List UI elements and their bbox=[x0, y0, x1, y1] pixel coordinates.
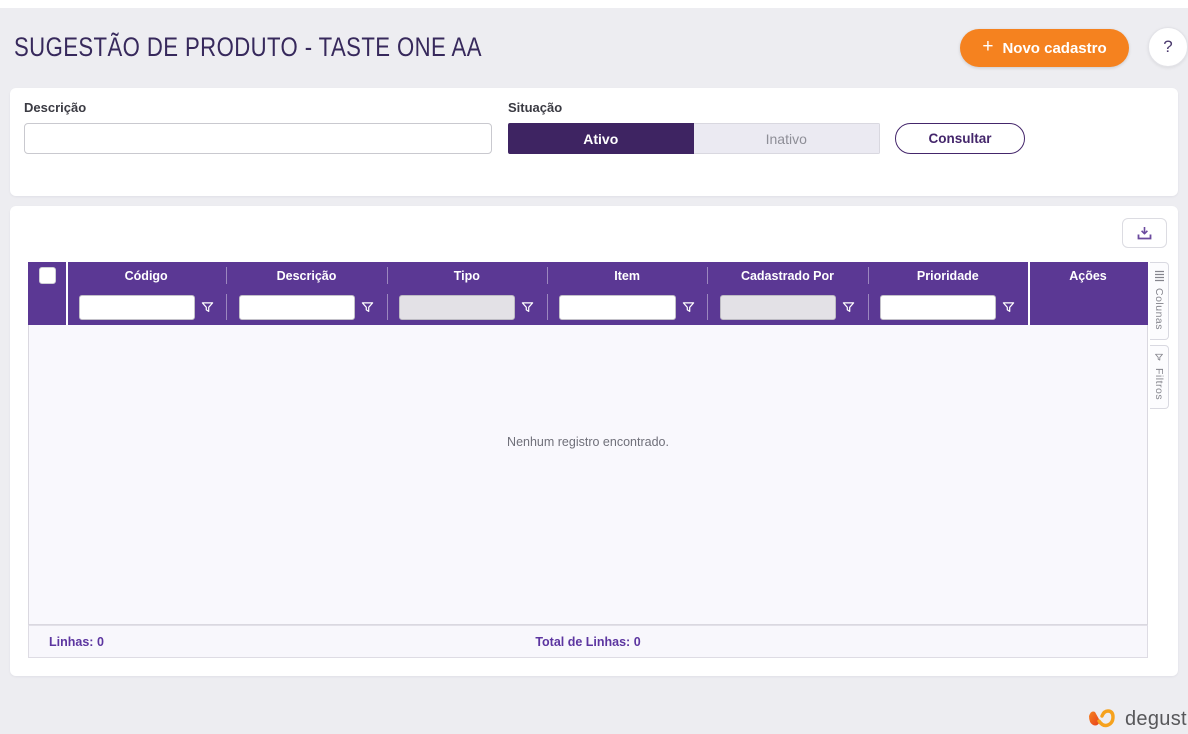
brand-name: degust bbox=[1125, 708, 1187, 730]
filter-input-cadastrado-por bbox=[719, 294, 837, 320]
filter-funnel-icon[interactable] bbox=[682, 301, 695, 314]
filter-cell-descricao bbox=[226, 289, 386, 325]
grid-filter-row bbox=[28, 289, 1148, 325]
tab-filtros[interactable]: Filtros bbox=[1150, 345, 1169, 409]
tab-filtros-label: Filtros bbox=[1153, 367, 1165, 400]
columns-icon bbox=[1154, 270, 1164, 282]
lines-count: Linhas: 0 bbox=[49, 634, 104, 649]
column-header-cadastrado-por[interactable]: Cadastrado Por bbox=[707, 262, 867, 289]
filter-cell-cadastrado-por bbox=[707, 289, 867, 325]
filter-funnel-icon[interactable] bbox=[842, 301, 855, 314]
export-button[interactable] bbox=[1122, 218, 1167, 248]
filter-cell-tipo bbox=[386, 289, 547, 325]
filter-icon bbox=[1155, 353, 1163, 361]
question-mark-icon: ? bbox=[1163, 37, 1173, 56]
grid-header-row: Código Descrição Tipo Item Cadastrado Po… bbox=[28, 262, 1148, 289]
filter-input-tipo bbox=[399, 294, 516, 320]
description-label: Descrição bbox=[24, 100, 87, 115]
grid-body: Nenhum registro encontrado. bbox=[28, 325, 1148, 625]
filter-input-descricao[interactable] bbox=[238, 294, 356, 320]
tab-colunas[interactable]: Colunas bbox=[1150, 262, 1169, 340]
filter-panel: Descrição Situação Ativo Inativo Consult… bbox=[10, 88, 1178, 196]
results-panel: Código Descrição Tipo Item Cadastrado Po… bbox=[10, 206, 1178, 676]
total-lines-count: Total de Linhas: 0 bbox=[535, 634, 641, 649]
filter-input-prioridade[interactable] bbox=[880, 294, 997, 320]
column-header-descricao[interactable]: Descrição bbox=[226, 262, 386, 289]
situacao-label: Situação bbox=[508, 100, 563, 115]
filter-funnel-icon[interactable] bbox=[521, 301, 534, 314]
select-all-checkbox[interactable] bbox=[38, 267, 56, 284]
filter-input-codigo[interactable] bbox=[78, 294, 195, 320]
filter-cell-codigo bbox=[66, 289, 226, 325]
consult-button[interactable]: Consultar bbox=[895, 123, 1025, 154]
column-header-codigo[interactable]: Código bbox=[66, 262, 226, 289]
filter-cell-checkbox bbox=[28, 289, 66, 325]
select-all-cell bbox=[28, 262, 66, 289]
filter-input-item[interactable] bbox=[559, 294, 676, 320]
situacao-toggle: Ativo Inativo bbox=[508, 123, 880, 154]
empty-state-message: Nenhum registro encontrado. bbox=[507, 435, 669, 449]
filter-cell-prioridade bbox=[867, 289, 1028, 325]
new-record-button[interactable]: + Novo cadastro bbox=[960, 29, 1129, 67]
description-input[interactable] bbox=[24, 123, 492, 154]
column-header-acoes[interactable]: Ações bbox=[1027, 262, 1148, 289]
filter-funnel-icon[interactable] bbox=[361, 301, 374, 314]
tab-colunas-label: Colunas bbox=[1153, 288, 1165, 331]
page-title: SUGESTÃO DE PRODUTO - TASTE ONE AA bbox=[14, 32, 482, 62]
filter-cell-item bbox=[546, 289, 707, 325]
filter-funnel-icon[interactable] bbox=[201, 301, 214, 314]
grid-side-tabs: Colunas Filtros bbox=[1150, 262, 1169, 409]
column-header-prioridade[interactable]: Prioridade bbox=[867, 262, 1028, 289]
column-header-item[interactable]: Item bbox=[546, 262, 707, 289]
degust-logo-icon bbox=[1089, 709, 1115, 728]
new-record-button-label: Novo cadastro bbox=[1002, 39, 1107, 57]
situacao-option-ativo[interactable]: Ativo bbox=[508, 123, 694, 154]
help-button[interactable]: ? bbox=[1148, 27, 1188, 67]
filter-funnel-icon[interactable] bbox=[1002, 301, 1015, 314]
grid-footer: Linhas: 0 Total de Linhas: 0 bbox=[28, 625, 1148, 658]
filter-cell-acoes bbox=[1027, 289, 1148, 325]
plus-icon: + bbox=[982, 36, 994, 57]
download-icon bbox=[1137, 227, 1152, 240]
column-header-tipo[interactable]: Tipo bbox=[386, 262, 547, 289]
situacao-option-inativo[interactable]: Inativo bbox=[693, 123, 880, 154]
data-grid: Código Descrição Tipo Item Cadastrado Po… bbox=[28, 262, 1148, 658]
brand-footer: degust bbox=[1086, 704, 1187, 731]
